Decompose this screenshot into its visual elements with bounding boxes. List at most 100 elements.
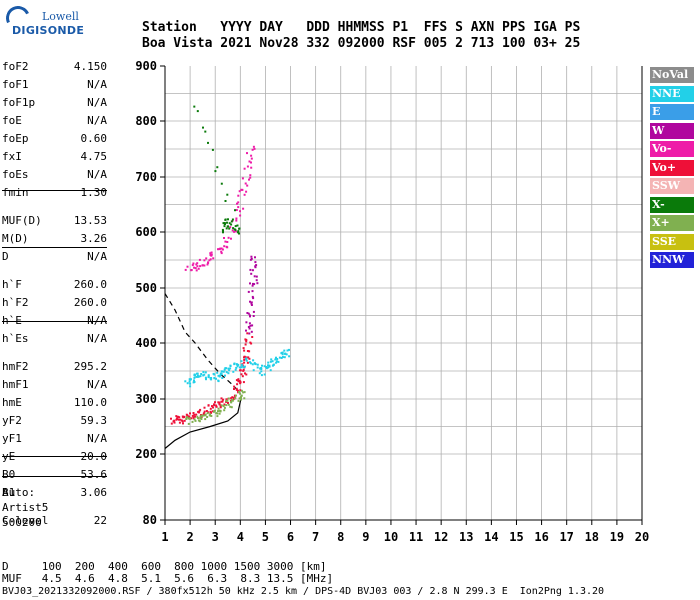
echo-point <box>193 381 196 383</box>
echo-point <box>213 404 216 407</box>
echo-point <box>247 326 250 328</box>
echo-point <box>288 348 290 351</box>
echo-point <box>221 377 224 379</box>
echo-point <box>276 358 279 360</box>
echo-point <box>214 401 216 404</box>
echo-point <box>258 372 261 375</box>
echo-point <box>251 295 254 298</box>
echo-point <box>223 223 226 225</box>
legend-item-e: E <box>650 104 694 120</box>
echo-point <box>213 409 216 412</box>
echo-point <box>235 366 238 369</box>
echo-point <box>223 406 226 409</box>
param-name: h`Es <box>2 332 29 345</box>
echo-point <box>210 378 213 381</box>
echo-point <box>193 379 195 382</box>
echo-point <box>250 272 253 275</box>
echo-point <box>228 222 231 225</box>
echo-point <box>227 218 229 221</box>
echo-point <box>207 404 210 407</box>
param-row-17: hmE 110.0 <box>2 396 107 410</box>
param-value: N/A <box>87 168 107 181</box>
echo-point <box>217 401 220 404</box>
echo-point <box>222 405 225 407</box>
legend-item-w: W <box>650 122 694 139</box>
echo-point <box>206 412 209 415</box>
echo-point <box>215 412 218 415</box>
echo-point <box>237 378 240 381</box>
echo-point <box>233 362 236 365</box>
echo-point <box>189 382 192 385</box>
echo-point <box>252 297 255 300</box>
param-row-2: foF1p N/A <box>2 96 107 110</box>
echo-point <box>203 373 206 376</box>
echo-point <box>193 266 196 269</box>
echo-point <box>237 389 239 392</box>
echo-point <box>270 358 273 361</box>
echo-point <box>246 152 248 155</box>
echo-point <box>196 374 199 377</box>
echo-point <box>217 410 219 413</box>
echo-point <box>176 418 178 420</box>
echo-point <box>202 126 204 129</box>
logo-line2: DIGISONDE <box>12 24 85 37</box>
echo-point <box>245 321 248 324</box>
echo-point <box>239 369 242 372</box>
param-row-7: fmin 1.30 <box>2 186 107 200</box>
echo-point <box>247 312 250 315</box>
echo-point <box>260 370 263 373</box>
param-separator <box>2 456 107 457</box>
param-value: N/A <box>87 250 107 263</box>
x-tick-label: 11 <box>409 530 423 544</box>
x-tick-label: 3 <box>212 530 219 544</box>
echo-point <box>223 368 226 371</box>
param-row-12: h`F2 260.0 <box>2 296 107 310</box>
echo-point <box>212 410 215 413</box>
echo-point <box>249 324 252 327</box>
echo-point <box>186 416 188 419</box>
echo-point <box>220 247 223 250</box>
echo-point <box>223 409 226 412</box>
echo-point <box>186 382 189 385</box>
echo-point <box>173 421 176 424</box>
echo-point <box>236 231 239 234</box>
echo-point <box>218 375 221 378</box>
echo-point <box>228 227 231 230</box>
x-tick-label: 13 <box>459 530 473 544</box>
echo-point <box>238 397 241 400</box>
echo-point <box>236 365 239 368</box>
echo-point <box>283 349 286 352</box>
x-tick-label: 6 <box>287 530 294 544</box>
x-tick-label: 19 <box>610 530 624 544</box>
param-name: C-level <box>2 514 49 527</box>
echo-point <box>224 218 227 221</box>
echo-point <box>188 417 191 420</box>
echo-point <box>280 351 283 354</box>
param-row-1: foF1 N/A <box>2 78 107 92</box>
echo-point <box>251 336 254 338</box>
echo-point <box>237 363 240 366</box>
echo-point <box>207 374 210 377</box>
echo-point <box>182 422 184 425</box>
echo-point <box>234 230 237 233</box>
x-tick-label: 16 <box>534 530 548 544</box>
echo-point <box>242 207 245 210</box>
echo-point <box>196 375 199 378</box>
echo-point <box>246 312 249 314</box>
echo-point <box>229 226 232 229</box>
echo-point <box>280 357 283 359</box>
echo-point <box>208 414 211 417</box>
echo-point <box>216 371 219 374</box>
echo-point <box>210 251 213 254</box>
echo-point <box>179 418 182 421</box>
echo-point <box>269 360 272 363</box>
echo-point <box>177 415 179 418</box>
echo-point <box>219 406 222 409</box>
echo-point <box>244 338 247 341</box>
echo-point <box>232 370 235 373</box>
param-value: 59.3 <box>80 414 108 427</box>
echo-point <box>232 227 235 230</box>
echo-point <box>183 415 186 418</box>
echo-point <box>227 236 230 239</box>
echo-point <box>198 410 201 413</box>
